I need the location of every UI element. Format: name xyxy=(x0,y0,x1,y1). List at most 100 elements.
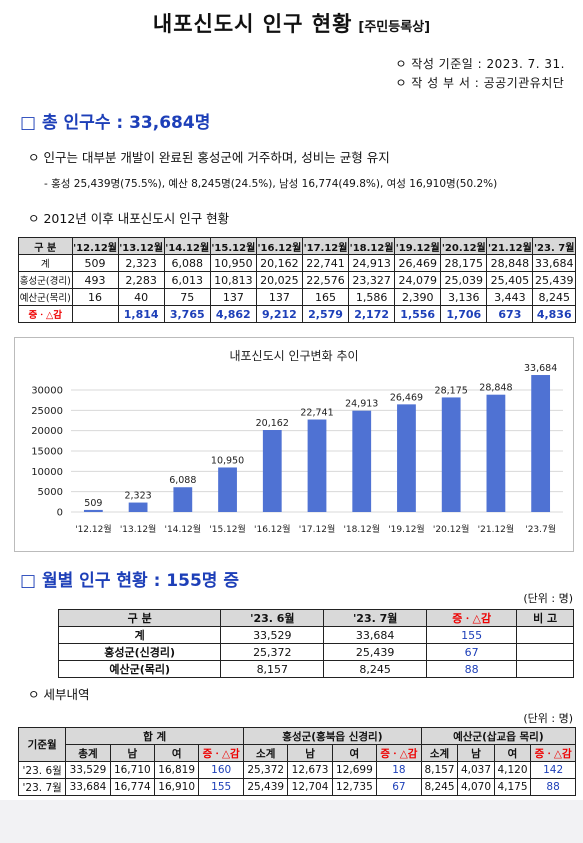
yearly-cell: 40 xyxy=(117,288,165,306)
detail-group-header: 예산군(삽교읍 목리) xyxy=(420,727,577,745)
detail-group-row: 기준월 합 계 홍성군(홍북읍 신경리) 예산군(삽교읍 목리) xyxy=(17,727,577,762)
chart-bar xyxy=(441,397,461,512)
detail-cell: 12,735 xyxy=(331,778,378,796)
chart-xtick-label: '14.12월 xyxy=(165,523,202,535)
detail-cell: 142 xyxy=(530,761,576,779)
monthly-cell-jun: 25,372 xyxy=(220,643,325,661)
detail-subheader-cell: 여 xyxy=(331,744,378,762)
yearly-cell: 22,576 xyxy=(301,271,350,289)
yearly-cell: 2,390 xyxy=(394,288,442,306)
detail-subheader-cell: 증ㆍ△감 xyxy=(376,744,422,762)
detail-month: '23. 7월 xyxy=(17,778,67,796)
detail-subheader-cell: 총계 xyxy=(65,744,111,762)
document-title: 내포신도시 인구 현황 [주민등록상] xyxy=(0,8,583,38)
chart-bar xyxy=(531,375,551,512)
yearly-cell: 10,950 xyxy=(209,254,257,272)
yearly-diff-cell: 4,836 xyxy=(532,305,576,323)
detail-cell: 12,699 xyxy=(331,761,378,779)
chart-data-label: 26,469 xyxy=(390,392,423,403)
detail-cell: 18 xyxy=(376,761,422,779)
chart-data-label: 28,175 xyxy=(435,385,468,396)
yearly-cell: 137 xyxy=(255,288,303,306)
monthly-cell-jun: 8,157 xyxy=(220,660,325,678)
chart-data-label: 20,162 xyxy=(256,418,289,429)
detail-cell: 8,157 xyxy=(420,761,459,779)
yearly-row-label: 홍성군(경리) xyxy=(18,271,73,289)
yearly-diff-label: 증ㆍ△감 xyxy=(18,305,73,323)
chart-xtick-label: '13.12월 xyxy=(120,523,157,535)
yearly-header-cell: '23. 7월 xyxy=(532,237,576,255)
detail-subheader-cell: 소계 xyxy=(420,744,459,762)
chart-bar xyxy=(307,419,327,512)
detail-group-header: 홍성군(홍북읍 신경리) xyxy=(243,727,422,745)
section1-detail: - 홍성 25,439명(75.5%), 예산 8,245명(24.5%), 남… xyxy=(44,178,498,190)
yearly-table-row: 홍성군(경리) 493 2,283 6,013 10,813 20,025 22,576 23… xyxy=(18,271,576,289)
yearly-diff-cell: 2,172 xyxy=(348,305,396,323)
yearly-header-cell: '16.12월 xyxy=(255,237,303,255)
detail-subheader-cell: 증ㆍ△감 xyxy=(530,744,576,762)
yearly-diff-cell: 2,579 xyxy=(301,305,350,323)
chart-data-label: 33,684 xyxy=(524,363,557,374)
yearly-cell: 26,469 xyxy=(394,254,442,272)
chart-xtick-label: '18.12월 xyxy=(343,523,380,535)
chart-ytick-label: 5000 xyxy=(38,487,63,498)
monthly-header-cell: '23. 7월 xyxy=(323,609,428,627)
yearly-cell: 24,079 xyxy=(394,271,442,289)
yearly-row-label: 계 xyxy=(18,254,73,272)
detail-month: '23. 6월 xyxy=(17,761,67,779)
monthly-cell-note xyxy=(516,626,574,644)
monthly-cell-diff: 67 xyxy=(426,643,518,661)
document-page: 내포신도시 인구 현황 [주민등록상] ㅇ 작성 기준일 : 2023. 7. 3… xyxy=(0,0,583,800)
chart-xtick-label: '21.12월 xyxy=(478,523,515,535)
detail-cell: 16,710 xyxy=(109,761,155,779)
yearly-cell: 493 xyxy=(71,271,119,289)
section3-bullet: ㅇ 세부내역 xyxy=(28,687,90,702)
chart-ytick-label: 25000 xyxy=(31,406,63,417)
chart-bar xyxy=(173,487,193,512)
monthly-cell-note xyxy=(516,660,574,678)
chart-bar xyxy=(262,430,282,512)
detail-cell: 4,037 xyxy=(457,761,495,779)
monthly-header-cell: '23. 6월 xyxy=(220,609,325,627)
detail-cell: 16,774 xyxy=(109,778,155,796)
chart-title: 내포신도시 인구변화 추이 xyxy=(229,349,358,363)
yearly-diff-cell: 1,556 xyxy=(394,305,442,323)
yearly-table-row: 계 509 2,323 6,088 10,950 20,162 22,741 24,913 26… xyxy=(18,254,576,272)
yearly-cell: 33,684 xyxy=(532,254,576,272)
yearly-cell: 24,913 xyxy=(348,254,396,272)
chart-ytick-label: 30000 xyxy=(31,386,63,397)
detail-subheader-cell: 남 xyxy=(287,744,333,762)
yearly-cell: 75 xyxy=(163,288,211,306)
yearly-diff-cell xyxy=(71,305,119,323)
population-chart-svg: 내포신도시 인구변화 추이 30000 25000 20000 15000 10000 50… xyxy=(31,349,563,535)
detail-cell: 12,673 xyxy=(287,761,333,779)
detail-cell: 16,910 xyxy=(153,778,200,796)
chart-data-label: 24,913 xyxy=(345,399,378,410)
yearly-header-cell: '15.12월 xyxy=(209,237,257,255)
monthly-cell-jul: 33,684 xyxy=(323,626,428,644)
yearly-cell: 25,039 xyxy=(440,271,488,289)
chart-ytick-label: 0 xyxy=(57,508,63,519)
chart-xtick-label: '15.12월 xyxy=(209,523,246,535)
yearly-header-cell: '18.12월 xyxy=(348,237,396,255)
detail-corner: 기준월 xyxy=(17,727,67,762)
chart-bar xyxy=(218,467,237,512)
yearly-cell: 22,741 xyxy=(301,254,350,272)
detail-subheader-cell: 소계 xyxy=(243,744,289,762)
detail-subheader-cell: 증ㆍ△감 xyxy=(198,744,245,762)
yearly-header-row: 구 분 '12.12월 '13.12월 '14.12월 '15.12월 '16.12월 '1… xyxy=(18,237,576,255)
yearly-cell: 23,327 xyxy=(348,271,396,289)
detail-cell: 4,175 xyxy=(493,778,532,796)
monthly-cell-jun: 33,529 xyxy=(220,626,325,644)
yearly-header-cell: '13.12월 xyxy=(117,237,165,255)
detail-cell: 88 xyxy=(530,778,576,796)
chart-xtick-label: '19.12월 xyxy=(388,523,425,535)
meta-date: ㅇ 작성 기준일 : 2023. 7. 31. xyxy=(395,57,565,71)
yearly-row-label: 예산군(목리) xyxy=(18,288,73,306)
detail-table-row: '23. 6월 33,529 16,710 16,819 160 25,372 12,673… xyxy=(17,761,576,779)
yearly-cell: 137 xyxy=(209,288,257,306)
section2-unit: (단위 : 명) xyxy=(523,592,573,605)
monthly-population-table: 구 분 '23. 6월 '23. 7월 증ㆍ△감 비 고 계 33,529 33,684 155… xyxy=(57,609,574,678)
section2-heading: □ 월별 인구 현황 : 155명 증 xyxy=(20,571,239,591)
yearly-header-label: 구 분 xyxy=(18,237,73,255)
